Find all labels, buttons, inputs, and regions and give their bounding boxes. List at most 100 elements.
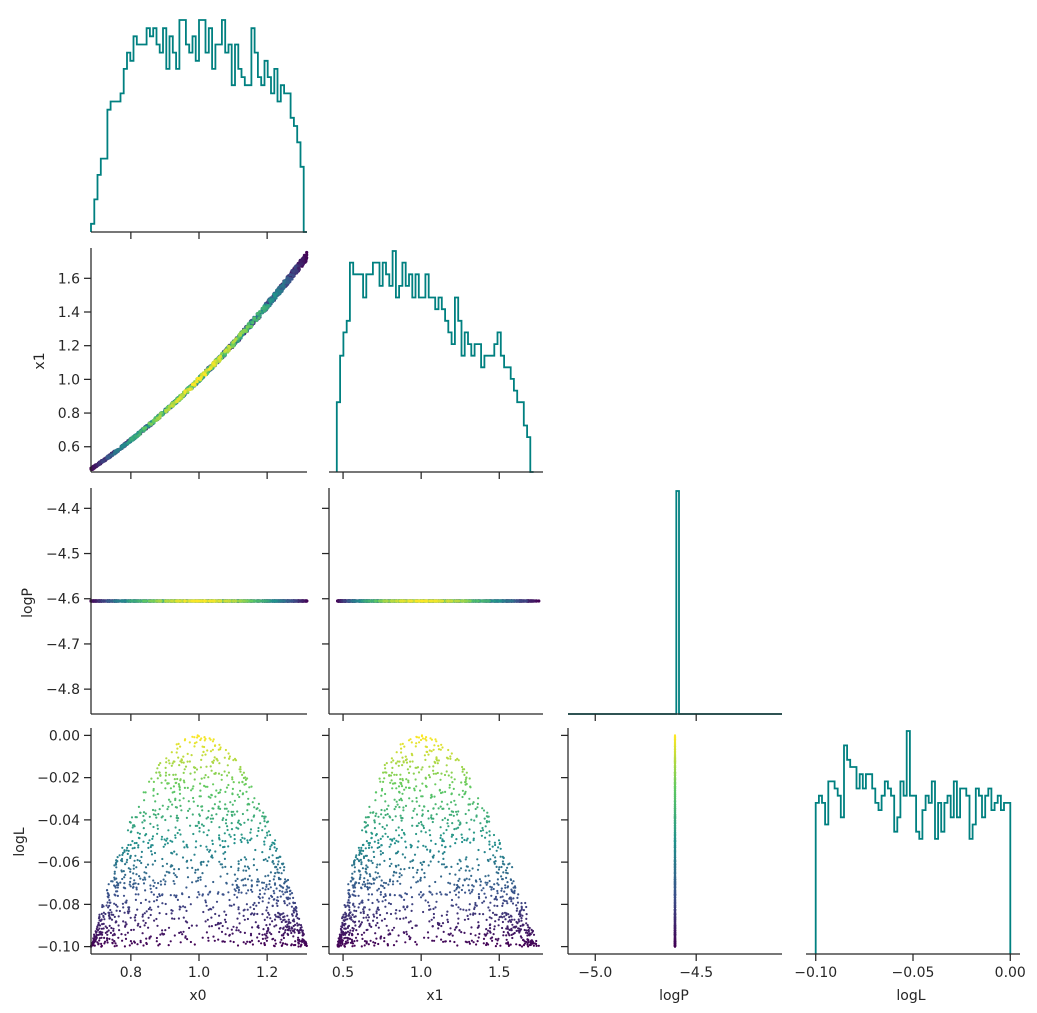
scatter-point xyxy=(285,888,288,891)
scatter-point xyxy=(297,945,300,948)
scatter-point xyxy=(107,456,111,460)
scatter-point xyxy=(266,906,269,909)
scatter-point xyxy=(367,599,371,603)
scatter-point xyxy=(217,938,220,941)
scatter-point xyxy=(295,913,298,916)
scatter-point xyxy=(201,893,204,896)
scatter-point xyxy=(280,934,283,937)
scatter-point xyxy=(110,926,113,930)
y-tick-label-x1: 1.4 xyxy=(58,305,80,321)
scatter-point xyxy=(152,418,156,422)
scatter-point xyxy=(243,931,246,935)
scatter-point xyxy=(98,939,101,942)
scatter-point xyxy=(286,904,289,907)
scatter-point xyxy=(261,306,265,310)
scatter-point xyxy=(186,938,189,941)
scatter-point xyxy=(247,889,250,892)
y-tick-label-x1: 1.0 xyxy=(58,372,80,388)
scatter-point xyxy=(134,893,137,896)
scatter-point xyxy=(196,599,200,603)
scatter-point xyxy=(124,933,127,936)
scatter-point xyxy=(98,927,101,930)
scatter-point xyxy=(282,279,286,283)
scatter-point xyxy=(218,358,222,362)
scatter-point xyxy=(177,917,180,920)
scatter-point xyxy=(157,882,160,885)
scatter-point xyxy=(279,918,282,921)
scatter-point xyxy=(257,924,260,927)
scatter-point xyxy=(224,920,227,924)
scatter-point xyxy=(266,936,269,939)
scatter-point xyxy=(158,943,161,946)
scatter-point xyxy=(214,923,217,927)
scatter-point xyxy=(401,599,405,603)
scatter-point xyxy=(268,931,271,934)
scatter-point xyxy=(173,894,176,897)
scatter-point xyxy=(258,310,262,314)
scatter-point xyxy=(221,924,224,928)
scatter-point xyxy=(215,900,219,903)
scatter-point xyxy=(237,906,240,909)
scatter-point xyxy=(169,940,172,943)
scatter-point xyxy=(161,902,164,905)
scatter-point xyxy=(207,939,210,942)
scatter-point xyxy=(130,437,134,441)
scatter-point xyxy=(112,929,115,932)
scatter-point xyxy=(113,945,116,948)
scatter-point xyxy=(282,936,285,940)
scatter-point xyxy=(217,921,220,925)
scatter-point xyxy=(137,433,141,437)
scatter-point xyxy=(252,903,255,907)
scatter-point xyxy=(261,900,264,903)
scatter-point xyxy=(132,928,135,931)
scatter-point xyxy=(275,887,278,890)
scatter-point xyxy=(286,914,289,917)
scatter-point xyxy=(142,599,146,603)
scatter-point xyxy=(158,912,161,915)
scatter-point xyxy=(281,942,285,945)
scatter-point xyxy=(179,941,182,944)
scatter-point xyxy=(144,898,147,902)
scatter-point xyxy=(262,881,266,884)
scatter-point xyxy=(258,889,261,892)
scatter-point xyxy=(120,599,124,603)
scatter-point xyxy=(288,886,291,889)
scatter-point xyxy=(115,920,118,923)
scatter-point xyxy=(239,931,242,934)
scatter-point xyxy=(134,434,138,438)
scatter-point xyxy=(108,924,111,928)
scatter-point xyxy=(279,895,282,898)
scatter-point xyxy=(272,944,276,947)
scatter-point xyxy=(106,901,109,904)
scatter-point xyxy=(270,298,275,302)
scatter-point xyxy=(250,884,253,887)
scatter-point xyxy=(113,884,116,887)
scatter-point xyxy=(261,896,264,899)
scatter-point xyxy=(271,920,274,923)
scatter-point xyxy=(242,599,246,603)
scatter-point xyxy=(117,915,120,918)
scatter-point xyxy=(161,929,164,932)
scatter-point xyxy=(139,925,142,929)
scatter-point xyxy=(185,886,188,889)
scatter-point xyxy=(235,926,238,929)
scatter-point xyxy=(288,927,291,930)
scatter-point xyxy=(102,914,105,918)
scatter-point xyxy=(173,917,176,921)
scatter-point xyxy=(261,599,265,603)
scatter-point xyxy=(246,917,249,921)
scatter-point xyxy=(111,938,114,941)
scatter-point xyxy=(149,906,152,909)
scatter-point xyxy=(296,928,299,932)
scatter-point xyxy=(109,599,113,603)
scatter-point xyxy=(293,907,296,910)
scatter-point xyxy=(263,942,266,945)
scatter-point xyxy=(135,886,138,889)
scatter-point xyxy=(156,895,159,899)
scatter-point xyxy=(233,339,237,343)
scatter-point xyxy=(141,915,144,918)
scatter-point xyxy=(212,599,216,603)
scatter-point xyxy=(165,912,168,916)
scatter-point xyxy=(196,376,200,381)
scatter-logL-vs-x0 xyxy=(89,734,308,948)
